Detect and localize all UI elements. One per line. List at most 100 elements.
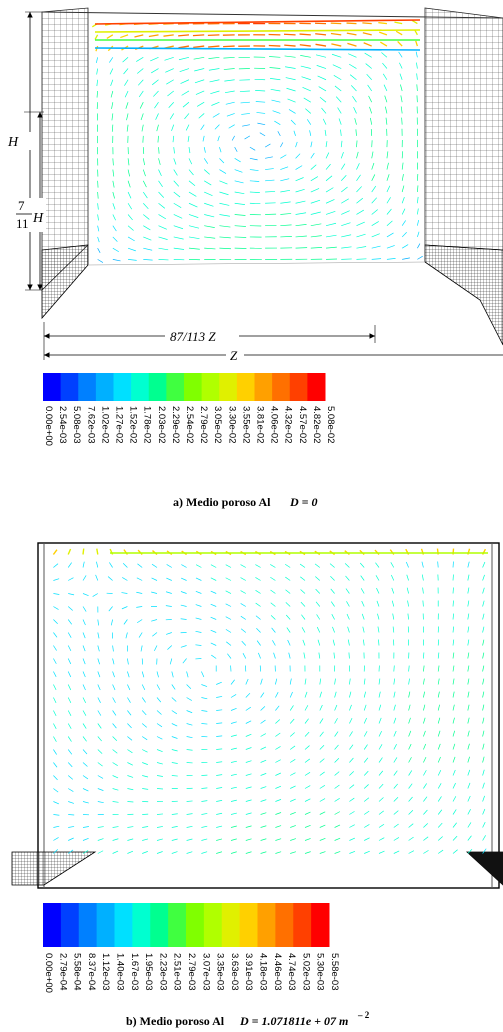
velocity-arrow [256, 112, 266, 114]
velocity-arrow [393, 823, 399, 828]
velocity-arrow [401, 244, 409, 249]
velocity-arrow [127, 788, 134, 791]
velocity-arrow [156, 775, 163, 777]
velocity-arrow [204, 214, 215, 218]
velocity-arrow [467, 809, 471, 815]
velocity-arrow [120, 34, 129, 39]
velocity-arrow [67, 684, 72, 691]
velocity-arrow [349, 784, 355, 789]
velocity-arrow [325, 211, 336, 215]
velocity-arrow [97, 775, 104, 779]
velocity-arrow [319, 824, 326, 828]
colorbar-tick-label: 1.40e-03 [115, 953, 126, 991]
velocity-arrow [349, 678, 351, 685]
velocity-arrow [280, 201, 291, 204]
velocity-arrow [240, 590, 246, 594]
velocity-arrow [393, 665, 395, 672]
velocity-arrow [300, 601, 306, 607]
velocity-arrow [386, 151, 389, 159]
velocity-arrow [97, 762, 103, 767]
jet-line [94, 47, 421, 51]
velocity-arrow [407, 613, 409, 620]
velocity-arrow [210, 577, 217, 581]
velocity-arrow [127, 749, 133, 754]
colorbar-swatch [78, 903, 98, 947]
velocity-arrow [97, 214, 99, 221]
velocity-arrow [180, 604, 187, 607]
velocity-arrow [157, 135, 159, 143]
velocity-arrow [260, 678, 263, 685]
velocity-arrow [467, 626, 470, 633]
colorbar-tick-label: 5.08e-03 [71, 406, 82, 444]
velocity-arrow [422, 600, 424, 607]
velocity-arrow [107, 576, 113, 581]
velocity-arrow [225, 603, 232, 607]
velocity-arrow [219, 191, 229, 196]
colorbar-tick-label: 3.35e-03 [215, 953, 226, 991]
colorbar-tick-label: 2.54e-02 [184, 406, 195, 444]
velocity-arrow [193, 56, 205, 60]
velocity-arrow [286, 87, 296, 92]
velocity-arrow [154, 645, 158, 652]
velocity-arrow [338, 118, 342, 125]
velocity-arrow [315, 43, 327, 47]
velocity-arrow [349, 691, 352, 698]
velocity-arrow [260, 746, 267, 750]
dim-frac-num: 7 [18, 198, 25, 213]
velocity-arrow [371, 221, 379, 227]
velocity-arrow [173, 214, 183, 219]
velocity-arrow [186, 697, 192, 701]
velocity-arrow [231, 135, 235, 141]
velocity-arrow [127, 801, 134, 803]
velocity-arrow [201, 787, 208, 789]
velocity-arrow [112, 203, 116, 210]
velocity-arrow [467, 587, 470, 594]
caption-b-eq: D = 1.071811e + 07 m [239, 1014, 348, 1028]
velocity-arrow [171, 851, 178, 854]
colorbar-tick-label: 1.95e-03 [143, 953, 154, 991]
velocity-arrow [275, 825, 282, 828]
velocity-arrow [53, 710, 57, 717]
velocity-arrow [230, 786, 237, 789]
velocity-arrow [334, 811, 341, 815]
caption-a-prefix: a) Medio poroso Al [173, 495, 271, 509]
velocity-arrow [67, 562, 72, 568]
velocity-arrow [195, 604, 202, 607]
velocity-arrow [127, 838, 134, 841]
velocity-arrow [406, 574, 409, 581]
velocity-arrow [186, 736, 193, 739]
velocity-arrow [173, 147, 175, 154]
velocity-arrow [180, 645, 187, 648]
velocity-arrow [82, 671, 86, 678]
velocity-arrow [275, 692, 279, 698]
velocity-arrow [67, 548, 72, 555]
velocity-arrow [325, 175, 333, 182]
velocity-arrow [319, 96, 327, 103]
velocity-arrow [408, 691, 411, 698]
velocity-arrow [437, 836, 443, 841]
velocity-arrow [180, 577, 187, 581]
velocity-arrow [325, 152, 330, 159]
velocity-arrow [264, 143, 271, 148]
velocity-arrow [322, 118, 327, 125]
velocity-arrow [204, 180, 212, 186]
velocity-arrow [334, 691, 337, 698]
velocity-arrow [393, 678, 396, 685]
velocity-arrow [68, 577, 74, 581]
dim-frac-var: H [32, 211, 44, 226]
velocity-arrow [82, 658, 86, 665]
velocity-arrow [421, 574, 424, 581]
velocity-arrow [201, 838, 208, 841]
colorbar-tick-label: 4.46e-03 [272, 953, 283, 991]
velocity-arrow [280, 178, 290, 182]
velocity-arrow [363, 731, 368, 737]
velocity-arrow [423, 756, 427, 763]
velocity-arrow [423, 823, 429, 828]
velocity-arrow [273, 652, 276, 659]
velocity-arrow [173, 236, 184, 240]
velocity-arrow [318, 86, 327, 92]
colorbar-swatch [43, 373, 62, 401]
velocity-arrow [423, 743, 427, 750]
velocity-arrow [423, 770, 427, 776]
velocity-arrow [97, 749, 103, 754]
